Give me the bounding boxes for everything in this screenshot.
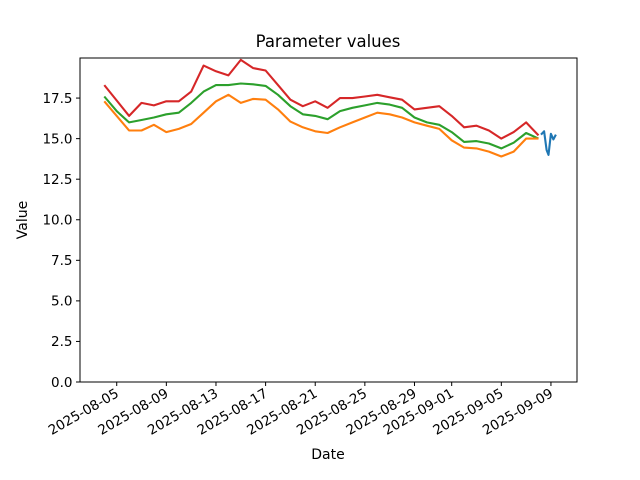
series-lines <box>103 58 557 158</box>
chart-title: Parameter values <box>256 32 401 51</box>
axis-ticks: 0.02.55.07.510.012.515.017.52025-08-0520… <box>42 91 555 439</box>
y-tick-label: 15.0 <box>42 131 72 147</box>
y-tick-label: 0.0 <box>51 375 72 391</box>
series-line-green <box>103 82 539 150</box>
series-line-blue <box>540 130 557 156</box>
y-tick-label: 2.5 <box>51 334 72 350</box>
series-line-orange <box>103 93 539 158</box>
y-axis-label: Value <box>15 201 31 239</box>
x-axis-label: Date <box>311 447 344 463</box>
y-tick-label: 10.0 <box>42 213 72 229</box>
y-tick-label: 12.5 <box>42 172 72 188</box>
y-tick-label: 7.5 <box>51 253 72 269</box>
y-tick-label: 17.5 <box>42 91 72 107</box>
y-tick-label: 5.0 <box>51 294 72 310</box>
series-line-red <box>103 58 540 140</box>
